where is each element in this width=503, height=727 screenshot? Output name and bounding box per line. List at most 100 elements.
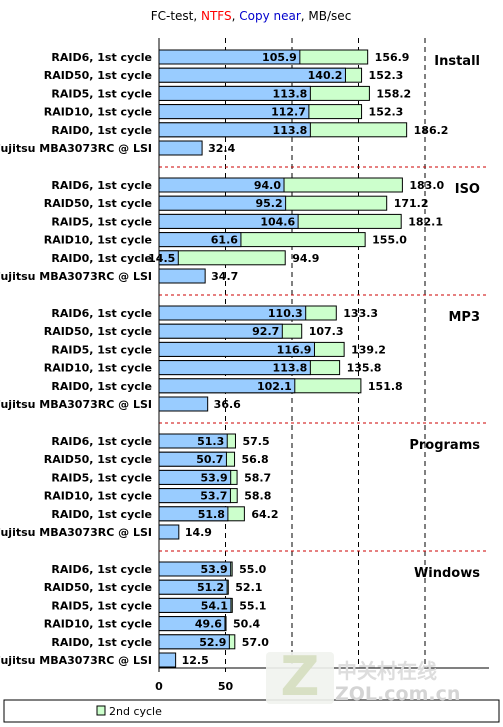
value-label-first: 49.6 — [195, 618, 222, 631]
category-label: RAID0, 1st cycle — [51, 508, 152, 521]
value-label-second: 152.3 — [369, 69, 404, 82]
category-label: RAID6, 1st cycle — [51, 563, 152, 576]
watermark-domain-text: ZOL.com.cn — [335, 683, 460, 705]
category-label: RAID0, 1st cycle — [51, 252, 152, 265]
value-label-first: 52.9 — [199, 636, 226, 649]
value-label-first: 113.8 — [273, 87, 308, 100]
category-label: RAID50, 1st cycle — [44, 197, 152, 210]
x-tick-label-0: 0 — [155, 680, 163, 693]
value-label-first: 110.3 — [268, 307, 303, 320]
value-label-first: 12.5 — [182, 654, 209, 667]
title-part-3: Copy near — [239, 9, 301, 23]
title-part-0: FC-test, — [151, 9, 201, 23]
value-label-first: 94.0 — [254, 179, 281, 192]
category-label: RAID6, 1st cycle — [51, 307, 152, 320]
bar-first-cycle — [158, 524, 180, 540]
value-label-first: 102.1 — [257, 380, 292, 393]
category-label: RAID0, 1st cycle — [51, 124, 152, 137]
value-label-first: 105.9 — [262, 51, 297, 64]
labels: Install RAID6, 1st cycle 156.9 105.9 RAID50,… — [0, 51, 480, 667]
value-label-first: 51.8 — [198, 508, 225, 521]
category-label: RAID5, 1st cycle — [51, 599, 152, 612]
value-label-second: 58.8 — [244, 490, 271, 503]
bar-first-cycle — [158, 140, 203, 156]
category-label: Fujitsu MBA3073RC @ LSI — [0, 526, 152, 539]
category-label: RAID6, 1st cycle — [51, 435, 152, 448]
value-label-first: 32.4 — [208, 142, 235, 155]
value-label-first: 92.7 — [252, 325, 279, 338]
category-label: RAID10, 1st cycle — [44, 362, 152, 375]
value-label-second: 139.2 — [351, 343, 386, 356]
legend-box — [3, 699, 500, 723]
value-label-first: 54.1 — [201, 599, 228, 612]
value-label-second: 186.2 — [414, 124, 449, 137]
value-label-second: 52.1 — [235, 581, 262, 594]
value-label-second: 58.7 — [244, 471, 271, 484]
value-label-first: 112.7 — [271, 106, 306, 119]
category-label: Fujitsu MBA3073RC @ LSI — [0, 398, 152, 411]
category-label: RAID10, 1st cycle — [44, 106, 152, 119]
title-part-1: NTFS — [201, 9, 232, 23]
value-label-second: 155.0 — [372, 234, 407, 247]
value-label-first: 36.6 — [214, 398, 241, 411]
legend: 2nd cycle — [3, 699, 500, 723]
group-label-3: Programs — [409, 438, 480, 453]
category-label: Fujitsu MBA3073RC @ LSI — [0, 142, 152, 155]
group-label-1: ISO — [455, 182, 480, 197]
category-label: RAID6, 1st cycle — [51, 51, 152, 64]
category-label: RAID50, 1st cycle — [44, 581, 152, 594]
title-part-2: , — [232, 9, 240, 23]
value-label-second: 57.0 — [242, 636, 269, 649]
group-label-4: Windows — [414, 566, 480, 581]
bar-first-cycle — [158, 396, 209, 412]
value-label-second: 55.0 — [239, 563, 266, 576]
value-label-second: 171.2 — [394, 197, 429, 210]
watermark-logo-background — [266, 652, 334, 704]
value-label-first: 104.6 — [260, 215, 295, 228]
bars — [158, 49, 408, 668]
watermark-chinese-text: 中关村在线 — [337, 659, 437, 683]
category-label: RAID5, 1st cycle — [51, 343, 152, 356]
category-label: RAID10, 1st cycle — [44, 234, 152, 247]
value-label-first: 14.5 — [148, 252, 175, 265]
value-label-second: 156.9 — [375, 51, 410, 64]
category-label: RAID6, 1st cycle — [51, 179, 152, 192]
value-label-first: 113.8 — [273, 362, 308, 375]
category-label: RAID50, 1st cycle — [44, 69, 152, 82]
category-label: Fujitsu MBA3073RC @ LSI — [0, 654, 152, 667]
value-label-first: 51.2 — [197, 581, 224, 594]
value-label-first: 51.3 — [197, 435, 224, 448]
value-label-first: 116.9 — [277, 343, 312, 356]
category-label: RAID5, 1st cycle — [51, 215, 152, 228]
value-label-second: 55.1 — [239, 599, 266, 612]
value-label-second: 182.1 — [408, 215, 443, 228]
group-label-0: Install — [434, 54, 480, 69]
value-label-second: 107.3 — [309, 325, 344, 338]
category-label: RAID5, 1st cycle — [51, 471, 152, 484]
legend-swatch-second-cycle — [96, 705, 106, 716]
value-label-first: 113.8 — [273, 124, 308, 137]
category-label: RAID10, 1st cycle — [44, 618, 152, 631]
title-part-4: , MB/sec — [301, 9, 352, 23]
value-label-first: 50.7 — [196, 453, 223, 466]
bar-first-cycle — [158, 652, 177, 668]
legend-label-second-cycle: 2nd cycle — [109, 705, 162, 718]
value-label-first: 53.7 — [200, 490, 227, 503]
value-label-second: 133.3 — [343, 307, 378, 320]
category-label: RAID0, 1st cycle — [51, 380, 152, 393]
value-label-first: 53.9 — [201, 563, 228, 576]
category-label: Fujitsu MBA3073RC @ LSI — [0, 270, 152, 283]
value-label-first: 61.6 — [211, 234, 238, 247]
value-label-first: 14.9 — [185, 526, 212, 539]
value-label-second: 50.4 — [233, 618, 260, 631]
value-label-second: 64.2 — [251, 508, 278, 521]
watermark-logo-letter: Z — [280, 645, 319, 708]
category-label: RAID0, 1st cycle — [51, 636, 152, 649]
category-label: RAID50, 1st cycle — [44, 453, 152, 466]
category-label: RAID50, 1st cycle — [44, 325, 152, 338]
value-label-second: 135.8 — [347, 362, 382, 375]
category-label: RAID5, 1st cycle — [51, 87, 152, 100]
bar-first-cycle — [158, 268, 206, 284]
